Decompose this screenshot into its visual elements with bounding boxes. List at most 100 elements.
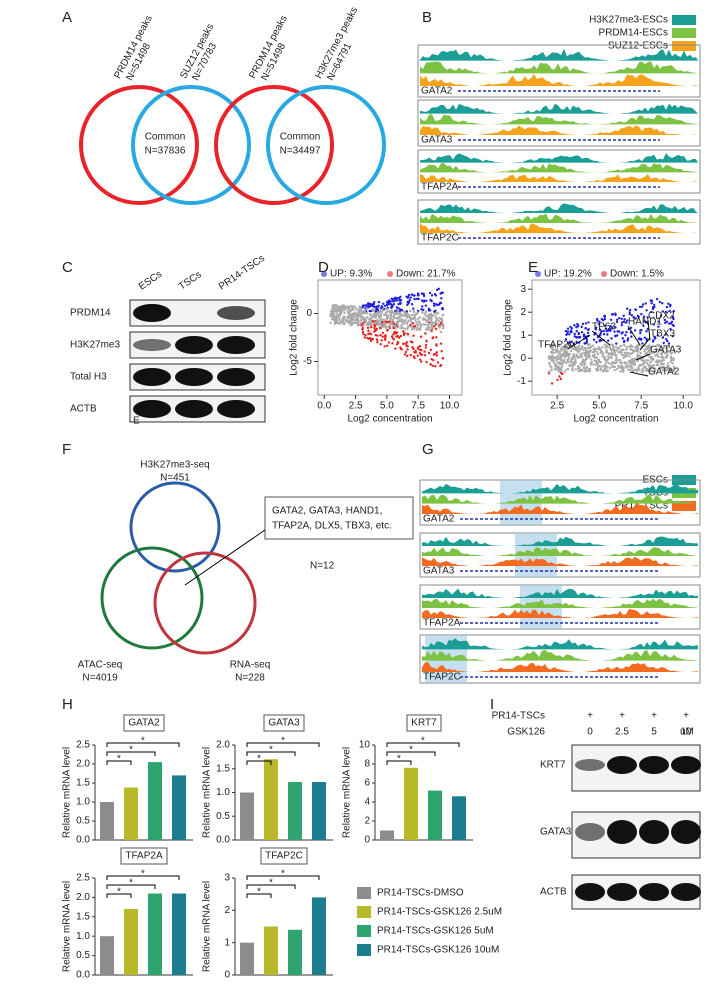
point [403, 332, 406, 335]
y-tick-label: 2 [520, 307, 526, 318]
point [369, 323, 372, 326]
point [568, 333, 571, 336]
condition-value: 2.5 [615, 727, 629, 738]
point [595, 350, 599, 354]
track-signal [422, 661, 698, 672]
point [604, 327, 607, 331]
point [581, 359, 585, 362]
x-tick-label: 7.5 [634, 401, 648, 412]
point [654, 360, 658, 363]
point [614, 345, 618, 349]
point [592, 338, 596, 341]
gene-name: TFAP2A [421, 182, 459, 193]
point [367, 329, 370, 333]
point [358, 305, 361, 309]
point [440, 349, 443, 353]
point [330, 310, 334, 314]
point [437, 312, 440, 315]
point [390, 335, 394, 338]
point [623, 355, 627, 358]
plot-frame [531, 279, 701, 396]
legend-dot [535, 271, 541, 277]
point [574, 368, 577, 371]
point [412, 310, 416, 314]
point [584, 367, 588, 370]
sig-star: * [281, 869, 285, 880]
blot-row: H3K27me3 [70, 340, 120, 351]
point [433, 310, 436, 313]
point [620, 332, 623, 335]
point [577, 369, 581, 373]
point [373, 330, 376, 333]
point [375, 327, 379, 330]
point [574, 358, 577, 361]
point [343, 315, 346, 319]
gene-pointer [591, 330, 611, 346]
point [613, 330, 616, 333]
point [420, 299, 424, 302]
blot-band [217, 306, 255, 320]
point [381, 325, 384, 329]
point [436, 322, 439, 325]
point [554, 349, 558, 352]
point [673, 351, 676, 354]
y-tick-label: 0 [364, 835, 370, 846]
point [549, 364, 552, 367]
point [434, 365, 437, 368]
point [435, 336, 438, 339]
sig-star: * [141, 869, 145, 880]
sig-bracket [246, 875, 320, 880]
point [375, 338, 379, 341]
point [646, 316, 649, 319]
point [392, 300, 396, 303]
point [560, 369, 563, 373]
point [654, 354, 657, 357]
venn-set [129, 481, 221, 573]
legend-swatch [357, 887, 371, 899]
blot-band [575, 759, 605, 771]
condition-value: + [619, 711, 625, 722]
point [377, 304, 380, 307]
track-signal [422, 556, 698, 566]
point [653, 336, 657, 340]
blot-band [133, 304, 171, 322]
point [363, 309, 367, 313]
point [400, 323, 404, 327]
point [626, 354, 629, 357]
bar [148, 762, 162, 840]
bar [264, 759, 278, 840]
point [618, 330, 621, 333]
condition-value: + [651, 711, 657, 722]
point [367, 303, 370, 306]
point [621, 370, 625, 373]
point [389, 317, 392, 321]
point [586, 346, 590, 350]
point [435, 316, 438, 320]
point [424, 343, 428, 347]
point [628, 311, 631, 314]
point [419, 358, 422, 361]
y-label: Log2 fold change [503, 299, 514, 376]
point [626, 319, 629, 322]
point [612, 348, 616, 351]
bar [312, 782, 326, 840]
point [637, 337, 641, 341]
point [396, 334, 400, 338]
gene-box [264, 496, 414, 540]
point [381, 331, 385, 335]
point [413, 316, 416, 319]
point [388, 309, 391, 313]
point [550, 357, 553, 360]
point [392, 338, 396, 341]
point [575, 326, 578, 329]
point [402, 330, 405, 333]
point [604, 368, 607, 372]
point [662, 362, 665, 366]
point [653, 368, 656, 371]
track-signal [420, 223, 698, 233]
point [408, 316, 412, 320]
point [559, 377, 563, 381]
chart-title: KRT7 [411, 718, 437, 729]
point [410, 313, 414, 317]
